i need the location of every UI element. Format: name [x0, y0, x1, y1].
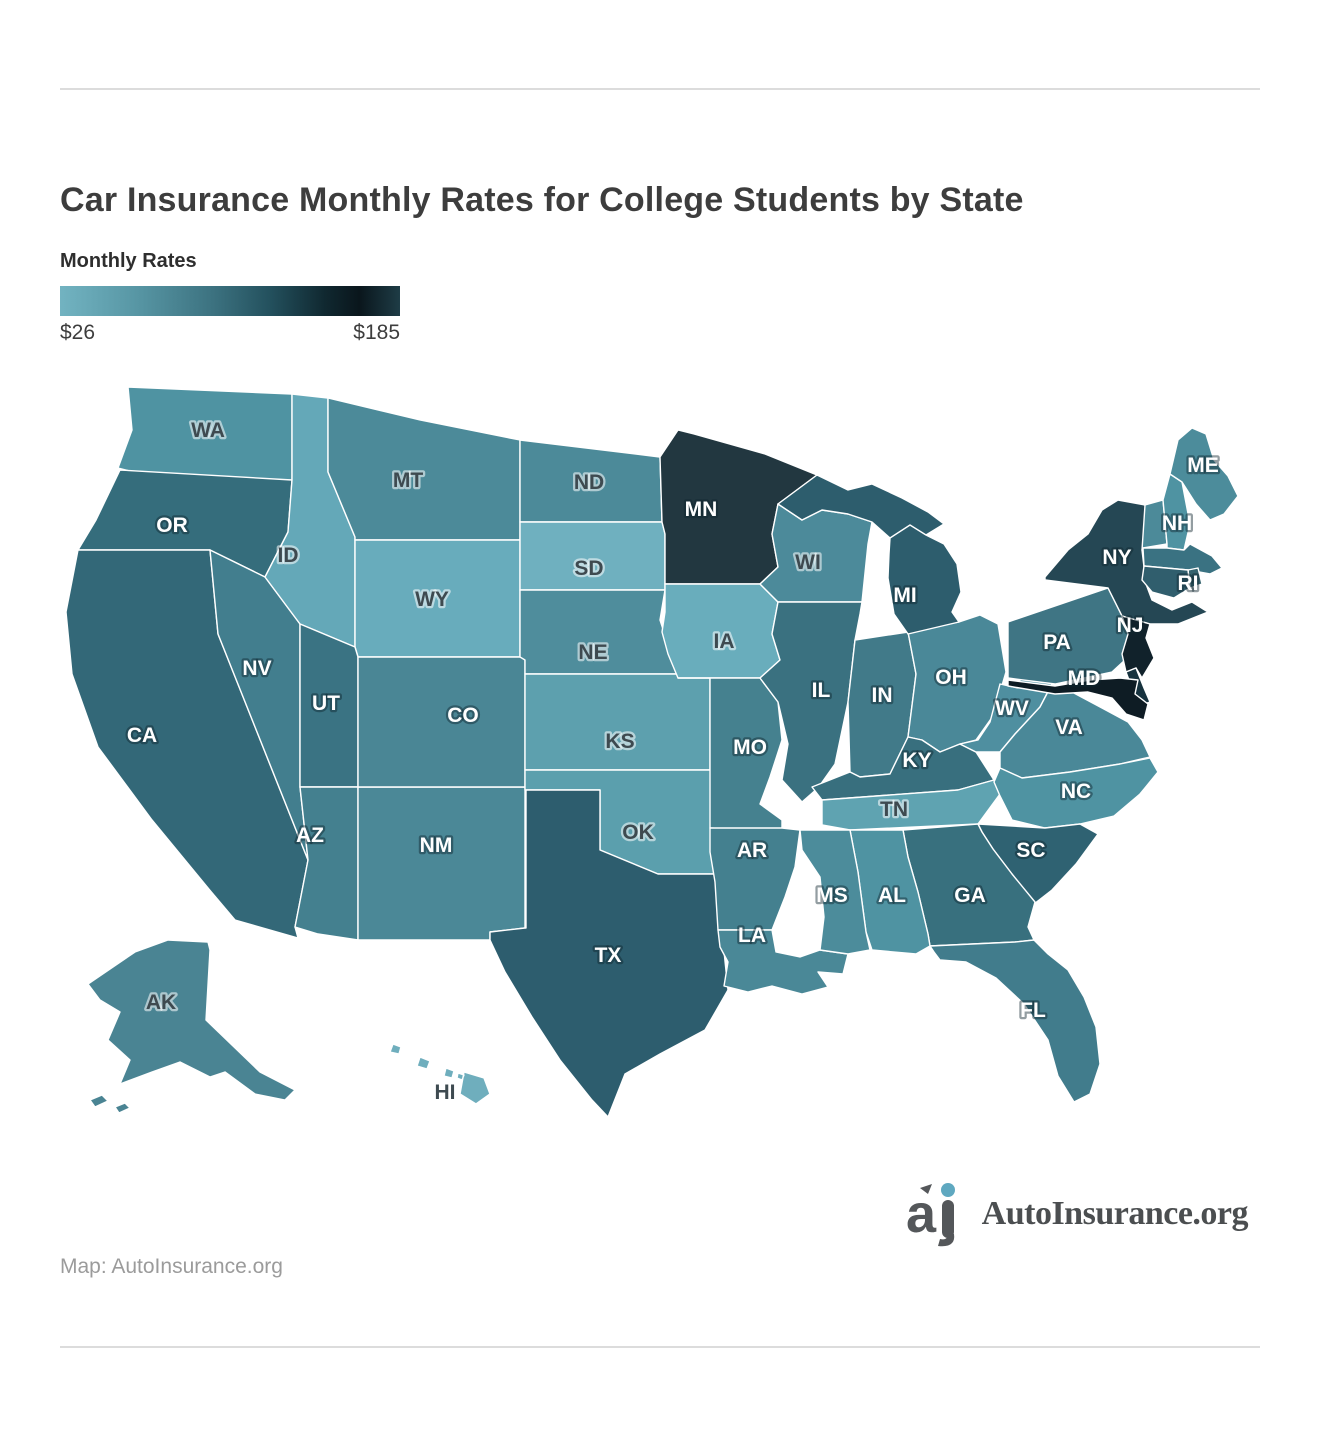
state-label-NE: NE [578, 641, 607, 664]
state-label-WV: WV [995, 697, 1029, 720]
state-TN [821, 779, 1001, 831]
state-FL [929, 939, 1101, 1103]
legend-title: Monthly Rates [60, 250, 197, 272]
state-label-CA: CA [127, 724, 157, 747]
state-label-HI: HI [435, 1081, 456, 1104]
state-label-LA: LA [738, 924, 766, 947]
state-label-NJ: NJ [1117, 614, 1144, 637]
state-label-MN: MN [685, 498, 718, 521]
state-label-VA: VA [1055, 716, 1083, 739]
state-label-UT: UT [312, 692, 340, 715]
state-label-TN: TN [880, 798, 908, 821]
state-label-AK: AK [146, 991, 176, 1014]
state-MS [799, 829, 871, 955]
state-AR [709, 827, 801, 931]
state-AK [87, 939, 296, 1114]
state-label-MT: MT [393, 469, 423, 492]
state-label-IL: IL [812, 679, 831, 702]
svg-text:a: a [906, 1184, 937, 1244]
state-MD [1007, 677, 1149, 721]
state-MI [777, 474, 962, 635]
state-label-OK: OK [622, 821, 654, 844]
state-label-AL: AL [878, 884, 906, 907]
state-label-WA: WA [191, 419, 225, 442]
legend-gradient-bar [60, 286, 400, 316]
us-map-svg: WA OR CA NV ID MT WY UT AZ NM CO ND SD NE KS OK TX MN IA MO… [65, 386, 1239, 1118]
state-label-NM: NM [420, 834, 453, 857]
state-label-ID: ID [278, 544, 299, 567]
logo-dot [940, 1183, 955, 1197]
state-label-CO: CO [447, 704, 479, 727]
autoinsurance-logo: a AutoInsurance.org [906, 1180, 1249, 1248]
state-NM [357, 786, 526, 941]
state-label-OR: OR [156, 514, 188, 537]
state-IL [759, 601, 863, 803]
state-label-IN: IN [872, 684, 893, 707]
state-label-KS: KS [605, 730, 634, 753]
legend-min-label: $26 [60, 321, 96, 344]
state-label-SD: SD [574, 557, 603, 580]
autoinsurance-logo-text: AutoInsurance.org [981, 1195, 1249, 1232]
state-CO [357, 656, 526, 788]
autoinsurance-logo-icon: a [906, 1183, 955, 1247]
page-title: Car Insurance Monthly Rates for College … [60, 180, 1024, 219]
state-label-AZ: AZ [296, 824, 324, 847]
legend-labels: $26 $185 [60, 321, 400, 345]
map-source-text: Map: AutoInsurance.org [60, 1255, 283, 1278]
state-label-FL: FL [1020, 999, 1046, 1022]
state-label-MO: MO [733, 736, 767, 759]
state-TX [489, 789, 733, 1118]
state-NJ [1121, 615, 1155, 679]
state-label-AR: AR [737, 839, 767, 862]
state-VT [1141, 499, 1168, 551]
state-label-RI: RI [1178, 572, 1199, 595]
state-label-WY: WY [415, 588, 449, 611]
state-label-ME: ME [1187, 454, 1219, 477]
legend-max-label: $185 [353, 321, 400, 344]
state-label-MS: MS [816, 884, 848, 907]
state-label-WI: WI [795, 551, 821, 574]
state-ME [1169, 427, 1239, 521]
state-label-SC: SC [1016, 839, 1045, 862]
state-MT [327, 397, 521, 541]
state-NC [993, 757, 1159, 829]
state-KS [524, 673, 711, 771]
us-choropleth-map: WA OR CA NV ID MT WY UT AZ NM CO ND SD NE KS OK TX MN IA MO… [60, 372, 1260, 1142]
top-divider [60, 88, 1260, 90]
state-LA [717, 929, 849, 995]
state-CT [1141, 565, 1191, 599]
state-label-NC: NC [1061, 780, 1091, 803]
state-label-ND: ND [574, 471, 604, 494]
state-label-KY: KY [902, 749, 931, 772]
state-label-OH: OH [935, 666, 967, 689]
state-label-NH: NH [1162, 512, 1192, 535]
state-label-MD: MD [1068, 667, 1101, 690]
state-label-NY: NY [1102, 546, 1131, 569]
state-HI [389, 1043, 491, 1105]
bottom-divider [60, 1346, 1260, 1348]
legend: Monthly Rates $26 $185 [60, 250, 400, 345]
state-label-IA: IA [714, 630, 735, 653]
state-label-PA: PA [1043, 631, 1071, 654]
state-label-NV: NV [242, 657, 271, 680]
state-label-MI: MI [893, 584, 916, 607]
state-label-GA: GA [954, 884, 986, 907]
state-label-TX: TX [595, 944, 622, 967]
